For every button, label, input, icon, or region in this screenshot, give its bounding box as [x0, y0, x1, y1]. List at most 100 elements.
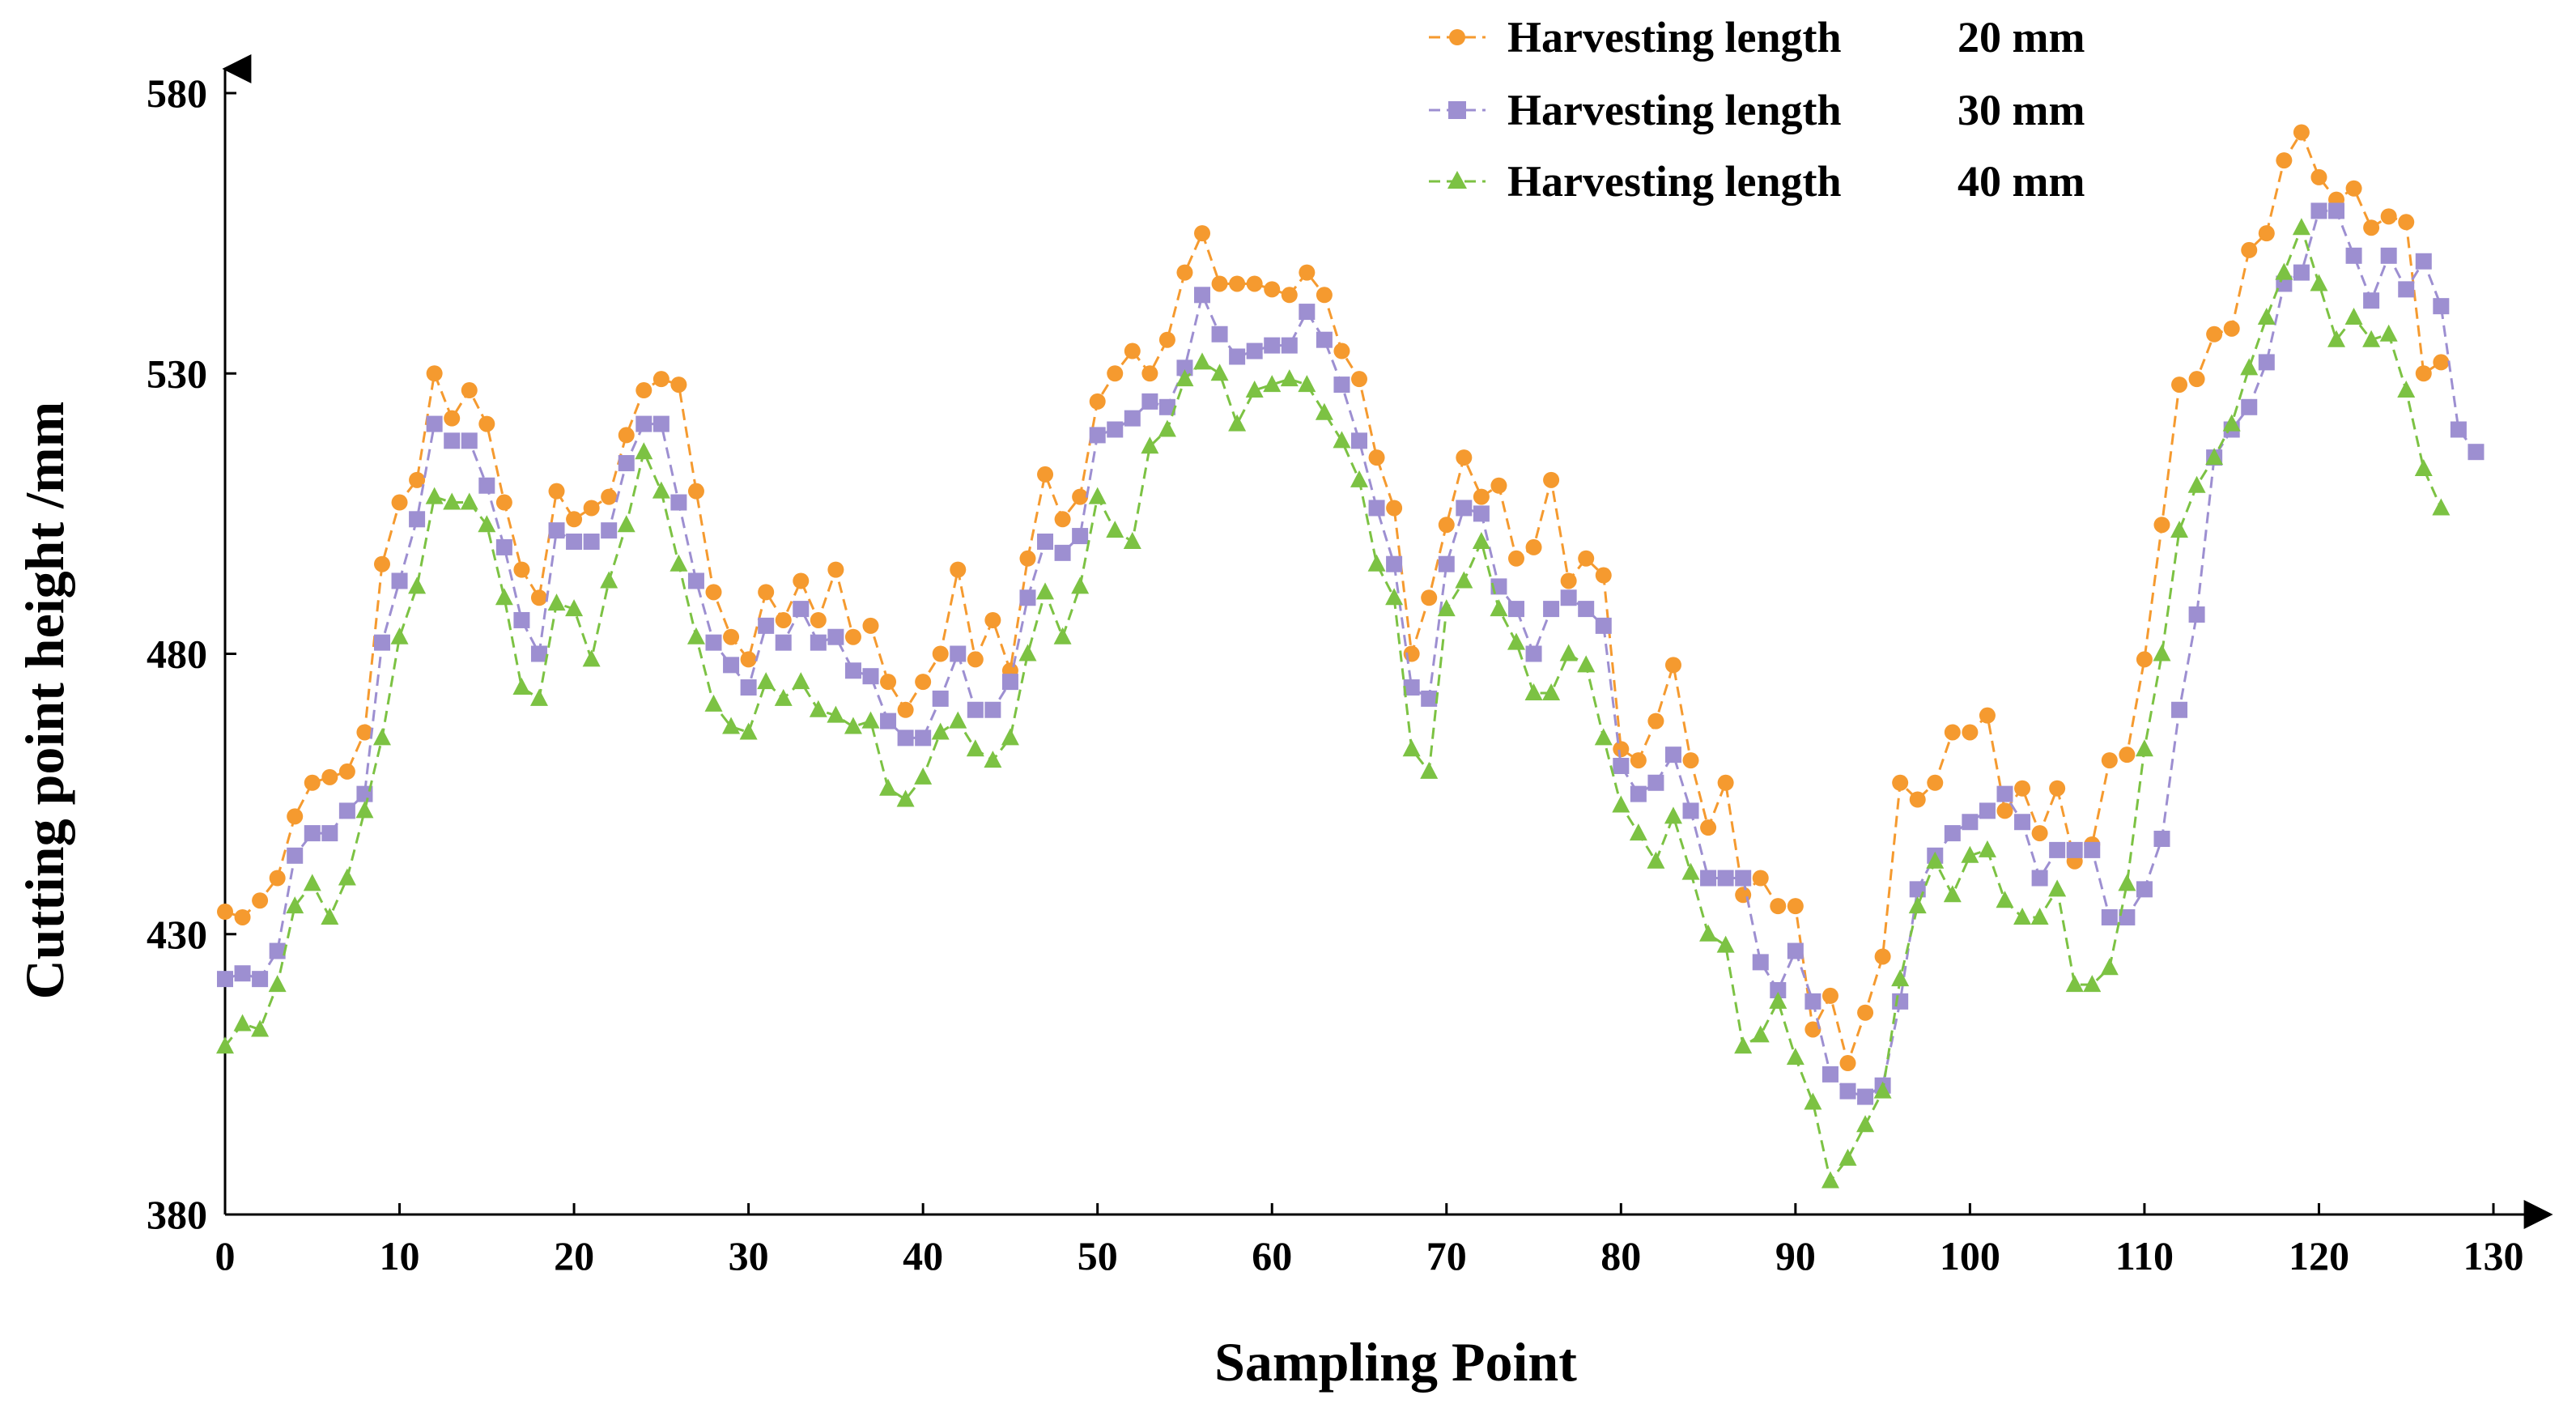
y-tick-label: 480: [147, 632, 207, 677]
data-point-triangle: [1053, 627, 1072, 644]
data-point-triangle: [827, 705, 845, 723]
data-point-square: [1892, 993, 1909, 1010]
data-point-square: [1386, 555, 1403, 572]
data-point-square: [2345, 247, 2362, 264]
data-point-square: [1647, 774, 1664, 791]
data-point-triangle: [2240, 358, 2259, 376]
x-axis-title: Sampling Point: [1214, 1331, 1577, 1393]
data-point-square: [844, 662, 861, 679]
data-point-triangle: [286, 896, 304, 914]
data-point-circle: [1682, 752, 1699, 769]
data-point-square: [1857, 1088, 1874, 1105]
x-tick-label: 70: [1426, 1233, 1467, 1278]
data-point-circle: [2014, 780, 2031, 797]
data-point-square: [409, 511, 426, 528]
data-point-circle: [932, 645, 949, 662]
data-point-triangle: [2310, 274, 2328, 291]
data-point-triangle: [1280, 369, 1299, 387]
data-point-circle: [1752, 870, 1769, 887]
data-point-triangle: [722, 717, 741, 734]
data-point-circle: [338, 763, 355, 780]
series-40mm: [216, 218, 2451, 1189]
data-point-circle: [2223, 320, 2240, 337]
data-point-circle: [1194, 225, 1211, 242]
data-point-triangle: [1385, 588, 1404, 606]
data-point-triangle: [844, 717, 862, 734]
data-point-square: [1821, 1066, 1838, 1083]
data-point-circle: [1299, 264, 1316, 281]
data-point-circle: [2310, 168, 2327, 185]
legend-label-length: 30 mm: [1958, 86, 2085, 134]
data-point-triangle: [2135, 739, 2153, 757]
legend: Harvesting length 20 mm Harvesting lengt…: [1429, 13, 2085, 206]
data-point-circle: [391, 494, 408, 511]
data-point-square: [635, 415, 653, 432]
data-point-square: [1613, 758, 1630, 774]
data-point-circle: [1124, 342, 1141, 359]
data-point-circle: [793, 572, 810, 589]
data-point-square: [950, 645, 967, 662]
data-point-circle: [1351, 371, 1367, 388]
data-point-square: [2136, 881, 2153, 898]
data-point-circle: [2415, 365, 2432, 382]
data-point-circle: [1647, 713, 1664, 730]
data-point-circle: [1804, 1021, 1821, 1038]
data-point-triangle: [1210, 364, 1229, 381]
data-point-triangle: [1315, 402, 1333, 420]
data-point-triangle: [2205, 448, 2224, 466]
data-point-triangle: [1245, 381, 1264, 398]
data-point-circle: [1368, 449, 1385, 466]
data-point-triangle: [547, 593, 566, 611]
data-point-square: [897, 730, 914, 747]
data-point-square: [758, 617, 775, 634]
data-point-circle: [670, 376, 687, 393]
data-point-triangle: [1664, 806, 1682, 824]
data-point-square: [810, 634, 827, 651]
data-point-triangle: [2362, 330, 2381, 347]
data-point-circle: [2153, 517, 2170, 534]
data-point-square: [338, 802, 355, 819]
data-point-circle: [426, 365, 443, 382]
data-point-square: [1107, 421, 1124, 438]
data-point-triangle: [408, 576, 427, 594]
data-point-triangle: [460, 492, 478, 510]
data-point-square: [530, 645, 547, 662]
data-point-circle: [548, 483, 565, 500]
data-point-triangle: [268, 975, 287, 993]
data-point-square: [2153, 831, 2170, 848]
data-point-circle: [618, 427, 635, 444]
data-point-square: [2119, 908, 2136, 925]
data-point-square: [1507, 601, 1524, 618]
data-point-circle: [2136, 651, 2153, 668]
legend-square-marker-icon: [1448, 101, 1466, 119]
data-point-circle: [252, 892, 269, 909]
data-point-square: [1229, 348, 1246, 365]
data-point-square: [1456, 500, 1473, 517]
data-point-square: [705, 634, 722, 651]
data-point-triangle: [495, 588, 513, 606]
data-point-triangle: [1873, 1081, 1892, 1099]
data-point-circle: [844, 628, 861, 645]
data-point-square: [1351, 432, 1367, 449]
data-point-square: [304, 825, 321, 842]
data-point-triangle: [739, 722, 758, 740]
data-point-circle: [967, 651, 984, 668]
data-point-square: [1595, 617, 1612, 634]
data-point-circle: [2031, 825, 2048, 842]
data-point-circle: [287, 808, 304, 825]
data-point-triangle: [1751, 1025, 1770, 1043]
legend-label-length: 40 mm: [1958, 157, 2085, 206]
data-point-circle: [1246, 275, 1263, 292]
data-point-triangle: [652, 481, 670, 499]
data-point-triangle: [2327, 330, 2346, 347]
data-point-circle: [304, 774, 321, 791]
data-point-triangle: [2432, 498, 2451, 516]
data-point-square: [1438, 555, 1455, 572]
data-point-circle: [530, 589, 547, 606]
data-point-triangle: [1001, 728, 1019, 746]
data-point-triangle: [949, 711, 967, 729]
data-point-circle: [1962, 724, 1979, 741]
data-point-square: [391, 572, 408, 589]
data-point-triangle: [2013, 907, 2032, 925]
data-point-triangle: [582, 649, 601, 667]
